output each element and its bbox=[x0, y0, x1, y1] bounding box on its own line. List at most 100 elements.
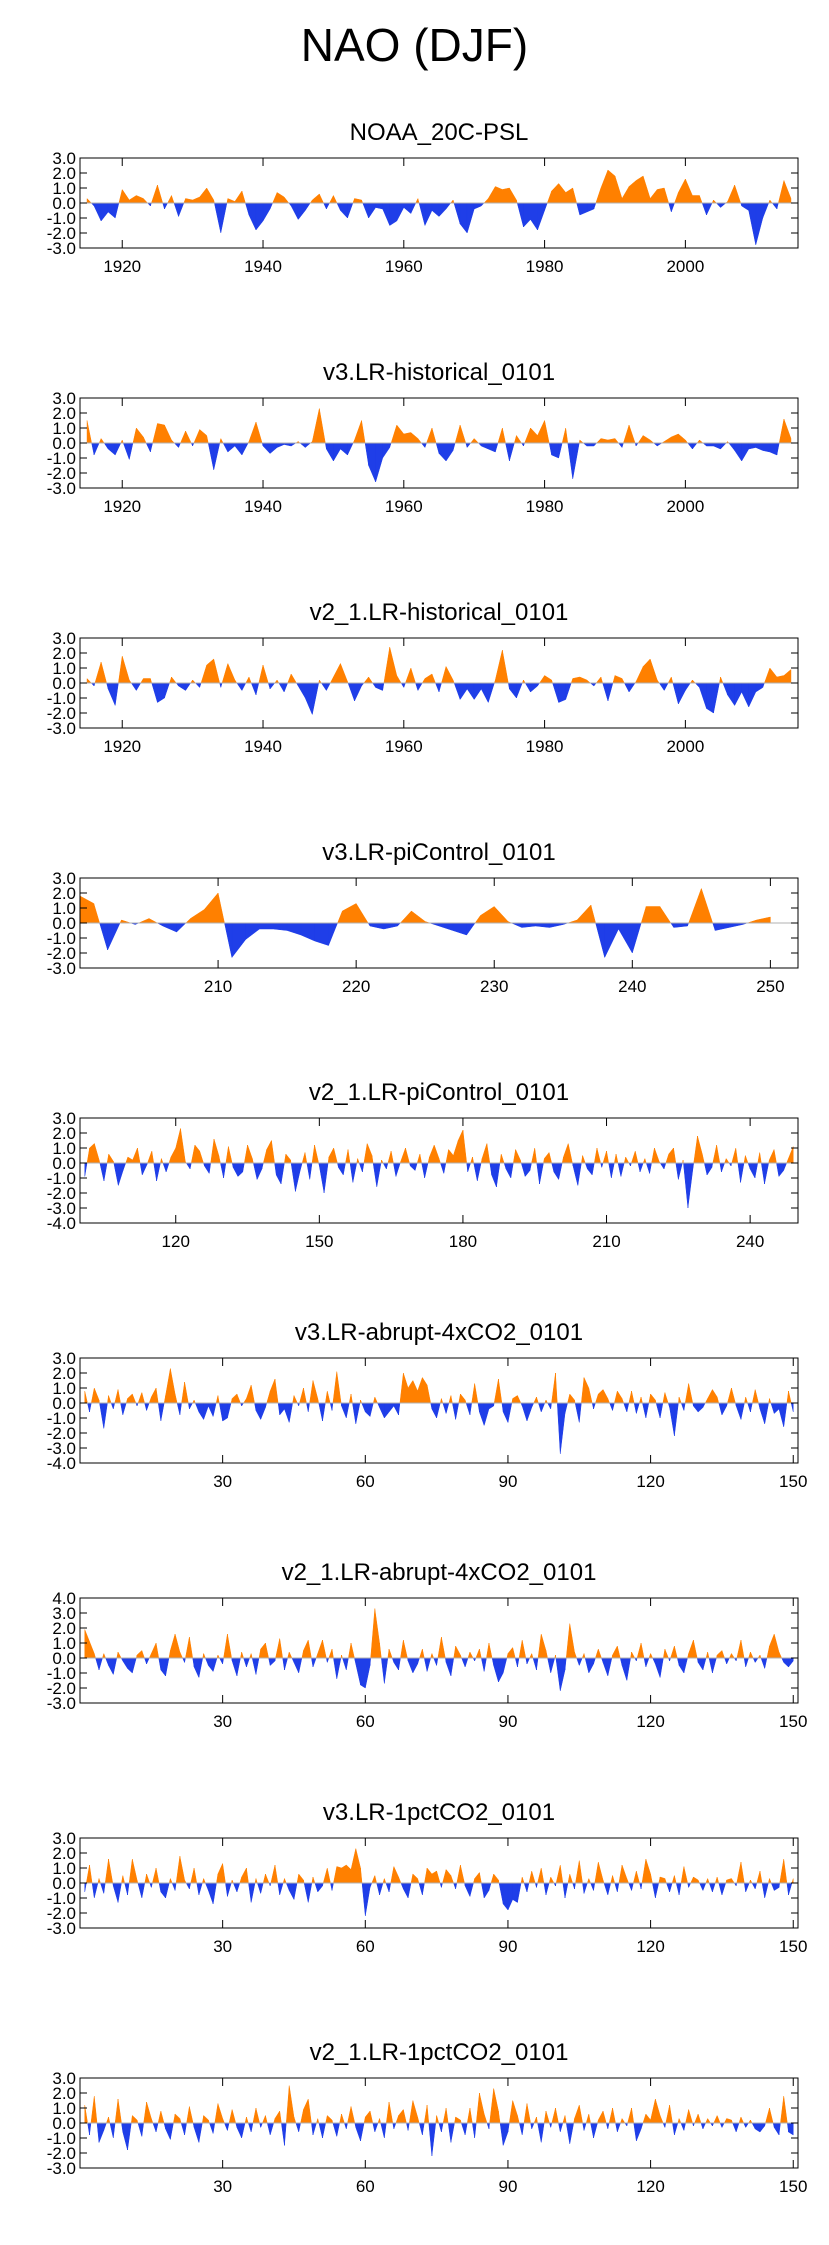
y-tick-label: 0.0 bbox=[52, 914, 76, 933]
y-tick-label: -2.0 bbox=[47, 224, 76, 243]
area-series bbox=[84, 1368, 794, 1455]
y-tick-label: -3.0 bbox=[47, 1694, 76, 1713]
panel-title: v2_1.LR-historical_0101 bbox=[310, 599, 569, 626]
x-tick-label: 250 bbox=[756, 977, 784, 996]
x-tick-label: 1920 bbox=[103, 257, 141, 276]
y-tick-label: -3.0 bbox=[47, 479, 76, 498]
y-tick-label: 3.0 bbox=[52, 149, 76, 168]
y-tick-label: -1.0 bbox=[47, 209, 76, 228]
x-tick-label: 220 bbox=[342, 977, 370, 996]
panel-title: v2_1.LR-piControl_0101 bbox=[309, 1079, 569, 1106]
x-tick-label: 90 bbox=[498, 2177, 517, 2196]
negative-area bbox=[87, 1402, 794, 1455]
y-tick-label: 3.0 bbox=[52, 1604, 76, 1623]
area-series bbox=[84, 1608, 794, 1692]
y-tick-label: 2.0 bbox=[52, 1364, 76, 1383]
x-tick-label: 30 bbox=[213, 1712, 232, 1731]
y-tick-label: -2.0 bbox=[47, 1184, 76, 1203]
y-tick-label: 0.0 bbox=[52, 2114, 76, 2133]
y-tick-label: -1.0 bbox=[47, 449, 76, 468]
x-tick-label: 1920 bbox=[103, 497, 141, 516]
y-tick-label: -3.0 bbox=[47, 1439, 76, 1458]
chart-panel: v2_1.LR-1pctCO2_0101 3.02.01.00.0-1.0-2.0… bbox=[47, 2039, 808, 2196]
x-tick-label: 230 bbox=[480, 977, 508, 996]
x-tick-label: 1980 bbox=[526, 497, 564, 516]
positive-area bbox=[86, 646, 792, 684]
x-tick-label: 180 bbox=[449, 1232, 477, 1251]
chart-panel: v3.LR-1pctCO2_0101 3.02.01.00.0-1.0-2.0-3… bbox=[47, 1799, 808, 1956]
chart-panel: v2_1.LR-abrupt-4xCO2_0101 4.03.02.01.00.0… bbox=[47, 1559, 808, 1731]
x-tick-label: 120 bbox=[636, 2177, 664, 2196]
y-tick-label: 1.0 bbox=[52, 1139, 76, 1158]
chart-panel: v2_1.LR-piControl_0101 3.02.01.00.0-1.0-2… bbox=[47, 1079, 799, 1251]
positive-area bbox=[86, 1128, 794, 1164]
x-tick-label: 210 bbox=[592, 1232, 620, 1251]
x-tick-label: 90 bbox=[498, 1472, 517, 1491]
x-tick-label: 2000 bbox=[666, 257, 704, 276]
x-tick-label: 1960 bbox=[385, 737, 423, 756]
positive-area bbox=[80, 888, 771, 924]
y-tick-label: 2.0 bbox=[52, 1844, 76, 1863]
x-tick-label: 150 bbox=[779, 1472, 807, 1491]
x-tick-label: 240 bbox=[736, 1232, 764, 1251]
panel-title: v3.LR-1pctCO2_0101 bbox=[323, 1799, 555, 1826]
plot-frame bbox=[79, 1117, 799, 1224]
y-tick-label: 2.0 bbox=[52, 884, 76, 903]
area-series bbox=[84, 1128, 794, 1209]
plot-frame bbox=[79, 1357, 799, 1464]
y-tick-label: 1.0 bbox=[52, 899, 76, 918]
y-tick-label: 2.0 bbox=[52, 164, 76, 183]
y-tick-label: -3.0 bbox=[47, 719, 76, 738]
x-tick-label: 120 bbox=[636, 1712, 664, 1731]
negative-area bbox=[84, 1882, 793, 1917]
y-tick-label: 2.0 bbox=[52, 644, 76, 663]
panel-title: v2_1.LR-1pctCO2_0101 bbox=[310, 2039, 569, 2066]
negative-area bbox=[95, 1657, 794, 1692]
positive-area bbox=[86, 1848, 794, 1884]
x-tick-label: 120 bbox=[636, 1472, 664, 1491]
panel-title: v3.LR-piControl_0101 bbox=[322, 839, 555, 866]
plot-frame bbox=[79, 1597, 799, 1704]
y-tick-label: 1.0 bbox=[52, 179, 76, 198]
positive-area bbox=[84, 1368, 792, 1404]
x-tick-label: 120 bbox=[162, 1232, 190, 1251]
y-tick-label: -1.0 bbox=[47, 1664, 76, 1683]
panel-title: v3.LR-historical_0101 bbox=[323, 359, 555, 386]
y-tick-label: 3.0 bbox=[52, 1349, 76, 1368]
y-tick-label: -2.0 bbox=[47, 1679, 76, 1698]
y-tick-label: 2.0 bbox=[52, 1619, 76, 1638]
x-tick-label: 2000 bbox=[666, 497, 704, 516]
y-tick-label: -2.0 bbox=[47, 1904, 76, 1923]
area-series bbox=[84, 2085, 794, 2157]
y-tick-label: -3.0 bbox=[47, 1919, 76, 1938]
chart-panel: v2_1.LR-historical_01013.02.01.00.0-1.0-… bbox=[47, 599, 799, 756]
y-tick-label: -2.0 bbox=[47, 1424, 76, 1443]
y-tick-label: 3.0 bbox=[52, 389, 76, 408]
x-tick-label: 120 bbox=[636, 1937, 664, 1956]
y-tick-label: 0.0 bbox=[52, 1874, 76, 1893]
positive-area bbox=[84, 1608, 783, 1659]
y-tick-label: 3.0 bbox=[52, 2069, 76, 2088]
y-tick-label: -1.0 bbox=[47, 689, 76, 708]
y-tick-label: -1.0 bbox=[47, 929, 76, 948]
y-tick-label: -2.0 bbox=[47, 2144, 76, 2163]
y-tick-label: 3.0 bbox=[52, 629, 76, 648]
negative-area bbox=[90, 202, 779, 246]
y-tick-label: -3.0 bbox=[47, 2159, 76, 2178]
y-tick-label: -2.0 bbox=[47, 944, 76, 963]
area-series bbox=[86, 408, 792, 483]
x-tick-label: 1920 bbox=[103, 737, 141, 756]
y-tick-label: 0.0 bbox=[52, 434, 76, 453]
x-tick-label: 30 bbox=[213, 1472, 232, 1491]
y-tick-label: 2.0 bbox=[52, 2084, 76, 2103]
chart-panel: v3.LR-historical_0101 3.02.01.00.0-1.0-2.… bbox=[47, 359, 799, 516]
y-tick-label: -3.0 bbox=[47, 239, 76, 258]
panel-title: v2_1.LR-abrupt-4xCO2_0101 bbox=[282, 1559, 597, 1586]
x-tick-label: 150 bbox=[305, 1232, 333, 1251]
panel-title: NOAA_20C-PSL bbox=[350, 119, 529, 146]
x-tick-label: 150 bbox=[779, 2177, 807, 2196]
x-tick-label: 1940 bbox=[244, 737, 282, 756]
y-tick-label: -1.0 bbox=[47, 1169, 76, 1188]
positive-area bbox=[84, 2085, 788, 2124]
